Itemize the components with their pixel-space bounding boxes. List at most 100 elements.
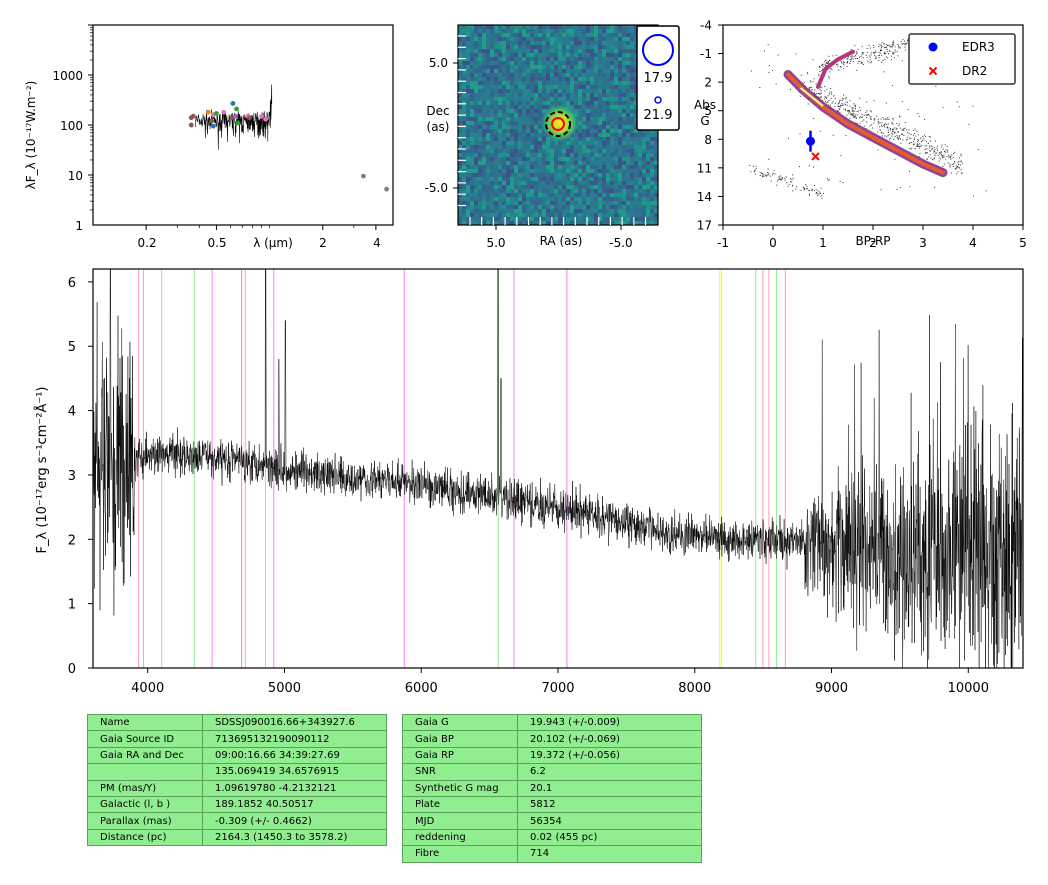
cmd-field-star xyxy=(927,143,929,145)
image-pixel xyxy=(594,65,598,69)
image-pixel xyxy=(522,161,526,165)
image-pixel xyxy=(538,173,542,177)
image-pixel xyxy=(582,201,586,205)
cmd-field-star xyxy=(842,62,844,64)
cmd-field-star xyxy=(774,173,776,175)
image-pixel xyxy=(582,197,586,201)
cmd-field-star xyxy=(910,142,912,144)
info-value: 20.102 (+/-0.069) xyxy=(517,730,702,748)
image-pixel xyxy=(558,161,562,165)
cmd-field-star xyxy=(887,127,889,129)
image-pixel xyxy=(646,181,650,185)
image-pixel xyxy=(542,149,546,153)
image-pixel xyxy=(550,53,554,57)
image-pixel xyxy=(526,105,530,109)
cmd-field-star xyxy=(805,188,807,190)
image-pixel xyxy=(518,149,522,153)
cmd-field-star xyxy=(929,136,931,138)
image-pixel xyxy=(514,37,518,41)
image-pixel xyxy=(550,149,554,153)
image-pixel xyxy=(642,149,646,153)
image-pixel xyxy=(530,169,534,173)
image-pixel xyxy=(462,73,466,77)
image-pixel xyxy=(602,121,606,125)
image-pixel xyxy=(570,53,574,57)
cmd-field-star xyxy=(850,59,852,61)
cmd-field-star xyxy=(766,175,768,177)
image-pixel xyxy=(622,133,626,137)
image-pixel xyxy=(614,121,618,125)
image-pixel xyxy=(630,81,634,85)
image-pixel xyxy=(466,189,470,193)
cmd-field-star xyxy=(875,56,877,58)
cmd-field-star xyxy=(824,75,826,77)
image-pixel xyxy=(574,177,578,181)
cmd-field-star xyxy=(887,116,889,118)
image-pixel xyxy=(566,189,570,193)
image-pixel xyxy=(486,189,490,193)
image-pixel xyxy=(534,61,538,65)
image-pixel xyxy=(622,221,626,225)
image-pixel xyxy=(554,69,558,73)
image-pixel xyxy=(626,141,630,145)
image-pixel xyxy=(474,45,478,49)
cmd-field-star xyxy=(829,71,831,73)
cmd-field-star xyxy=(786,182,788,184)
cmd-field-star xyxy=(873,118,875,120)
image-pixel xyxy=(654,177,658,181)
image-pixel xyxy=(582,61,586,65)
image-pixel xyxy=(510,213,514,217)
image-pixel xyxy=(546,81,550,85)
image-pixel xyxy=(598,45,602,49)
image-pixel xyxy=(466,65,470,69)
image-pixel xyxy=(618,145,622,149)
image-pixel xyxy=(622,29,626,33)
image-pixel xyxy=(586,161,590,165)
image-pixel xyxy=(622,177,626,181)
cmd-field-star xyxy=(931,148,933,150)
image-pixel xyxy=(546,161,550,165)
image-pixel xyxy=(594,153,598,157)
image-pixel xyxy=(458,73,462,77)
image-pixel xyxy=(478,93,482,97)
image-pixel xyxy=(602,109,606,113)
cmd-field-star xyxy=(825,65,827,67)
image-pixel xyxy=(594,161,598,165)
image-pixel xyxy=(618,129,622,133)
cmd-field-star xyxy=(899,187,901,189)
cmd-field-star xyxy=(941,154,943,156)
image-pixel xyxy=(514,129,518,133)
image-pixel xyxy=(458,177,462,181)
image-pixel xyxy=(502,69,506,73)
image-pixel xyxy=(478,101,482,105)
image-pixel xyxy=(590,105,594,109)
image-pixel xyxy=(574,29,578,33)
image-pixel xyxy=(494,153,498,157)
cmd-field-star xyxy=(889,44,891,46)
image-pixel xyxy=(554,169,558,173)
cmd-field-star xyxy=(822,66,824,68)
image-pixel xyxy=(478,153,482,157)
sed-xlabel: λ (μm) xyxy=(253,236,293,250)
image-pixel xyxy=(462,153,466,157)
cmd-field-star xyxy=(843,64,845,66)
cmd-field-star xyxy=(897,55,899,57)
cmd-field-star xyxy=(852,61,854,63)
cmd-field-star xyxy=(899,47,901,49)
image-pixel xyxy=(598,181,602,185)
cmd-field-star xyxy=(960,160,962,162)
image-pixel xyxy=(474,65,478,69)
info-row: SNR 6.2 xyxy=(402,763,702,781)
image-pixel xyxy=(582,125,586,129)
cmd-field-star xyxy=(826,63,828,65)
image-pixel xyxy=(542,37,546,41)
image-pixel xyxy=(562,41,566,45)
cmd-field-star xyxy=(898,138,900,140)
image-pixel xyxy=(626,173,630,177)
image-pixel xyxy=(474,173,478,177)
image-pixel xyxy=(462,173,466,177)
image-pixel xyxy=(482,181,486,185)
image-pixel xyxy=(566,81,570,85)
cmd-field-star xyxy=(808,194,810,196)
image-pixel xyxy=(498,81,502,85)
